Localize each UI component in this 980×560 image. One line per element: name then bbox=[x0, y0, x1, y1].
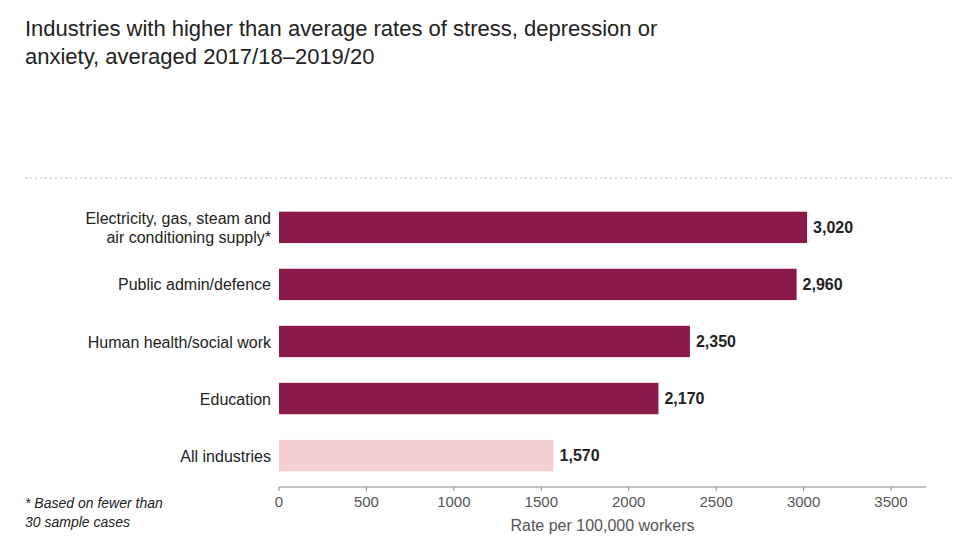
x-tick bbox=[891, 487, 892, 491]
x-axis-line bbox=[279, 486, 926, 487]
bar bbox=[279, 383, 658, 414]
x-tick bbox=[716, 487, 717, 491]
x-tick-label: 1500 bbox=[525, 493, 558, 510]
x-tick-label: 1000 bbox=[437, 493, 470, 510]
title: Industries with higher than average rate… bbox=[25, 16, 657, 69]
category-label: Education bbox=[200, 390, 271, 407]
data-label: 2,170 bbox=[664, 390, 704, 407]
data-label: 2,960 bbox=[803, 276, 843, 293]
y-axis: All industries Education Human health/soci… bbox=[85, 209, 272, 464]
chart-container: Industries with higher than average rate… bbox=[0, 0, 980, 560]
separator bbox=[25, 177, 955, 178]
x-axis-label: Rate per 100,000 workers bbox=[510, 517, 694, 534]
data-labels: 1,570 2,170 2,350 2,960 3,020 bbox=[560, 219, 854, 464]
x-tick-label: 0 bbox=[275, 493, 283, 510]
x-tick bbox=[628, 487, 629, 491]
data-label: 1,570 bbox=[560, 447, 600, 464]
x-tick bbox=[803, 487, 804, 491]
background bbox=[0, 0, 980, 560]
x-tick bbox=[366, 487, 367, 491]
footnote: * Based on fewer than30 sample cases bbox=[25, 495, 163, 530]
x-tick-label: 2000 bbox=[612, 493, 645, 510]
data-label: 2,350 bbox=[696, 333, 736, 350]
x-tick-label: 3500 bbox=[874, 493, 907, 510]
x-tick-label: 3000 bbox=[787, 493, 820, 510]
category-label: Public admin/defence bbox=[118, 276, 271, 293]
category-label: Electricity, gas, steam andair condition… bbox=[85, 209, 271, 245]
bars bbox=[279, 212, 807, 472]
x-tick-label: 500 bbox=[354, 493, 379, 510]
category-label: Human health/social work bbox=[88, 333, 272, 350]
bar bbox=[279, 440, 554, 471]
x-tick bbox=[453, 487, 454, 491]
x-tick bbox=[541, 487, 542, 491]
bar bbox=[279, 212, 807, 243]
chart: Industries with higher than average rate… bbox=[0, 0, 980, 560]
data-label: 3,020 bbox=[813, 219, 853, 236]
bar bbox=[279, 269, 797, 300]
x-tick bbox=[279, 487, 280, 491]
category-label: All industries bbox=[180, 447, 271, 464]
bar bbox=[279, 326, 690, 357]
x-tick-label: 2500 bbox=[699, 493, 732, 510]
x-axis: 0 500 1000 1500 2000 2500 3000 3500 Rate per 100… bbox=[275, 487, 926, 534]
